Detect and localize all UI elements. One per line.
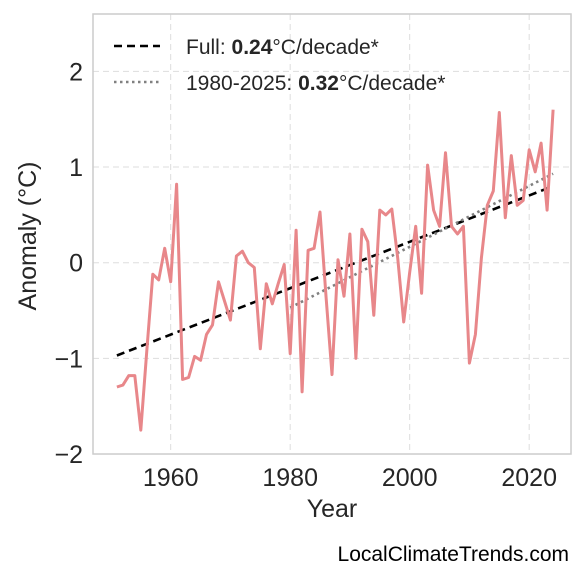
x-tick-label: 1980 [262, 464, 318, 492]
x-tick-label: 2000 [382, 464, 438, 492]
x-axis-title: Year [307, 495, 358, 523]
y-tick-label: −2 [54, 441, 83, 469]
y-tick-label: 1 [69, 154, 83, 182]
trend-lines [116, 172, 554, 357]
anomaly-line [116, 109, 555, 432]
anomaly-series [116, 109, 555, 432]
y-axis-ticks: −2 −1 0 1 2 [54, 58, 83, 469]
legend-recent-label: 1980-2025: 0.32°C/decade* [186, 72, 445, 95]
legend-full-label: Full: 0.24°C/decade* [186, 36, 379, 59]
legend: Full: 0.24°C/decade* 1980-2025: 0.32°C/d… [114, 36, 445, 95]
x-tick-label: 2020 [501, 464, 557, 492]
y-tick-label: 0 [69, 250, 83, 278]
grid-lines [93, 14, 571, 455]
y-axis-title: Anomaly (°C) [14, 162, 42, 311]
trend-line-recent [289, 172, 554, 309]
x-tick-label: 1960 [143, 464, 199, 492]
x-axis-ticks: 1960 1980 2000 2020 [143, 464, 557, 492]
plot-frame [92, 13, 572, 455]
y-tick-label: −1 [54, 345, 83, 373]
watermark-text: LocalClimateTrends.com [338, 543, 569, 566]
y-tick-label: 2 [69, 58, 83, 86]
